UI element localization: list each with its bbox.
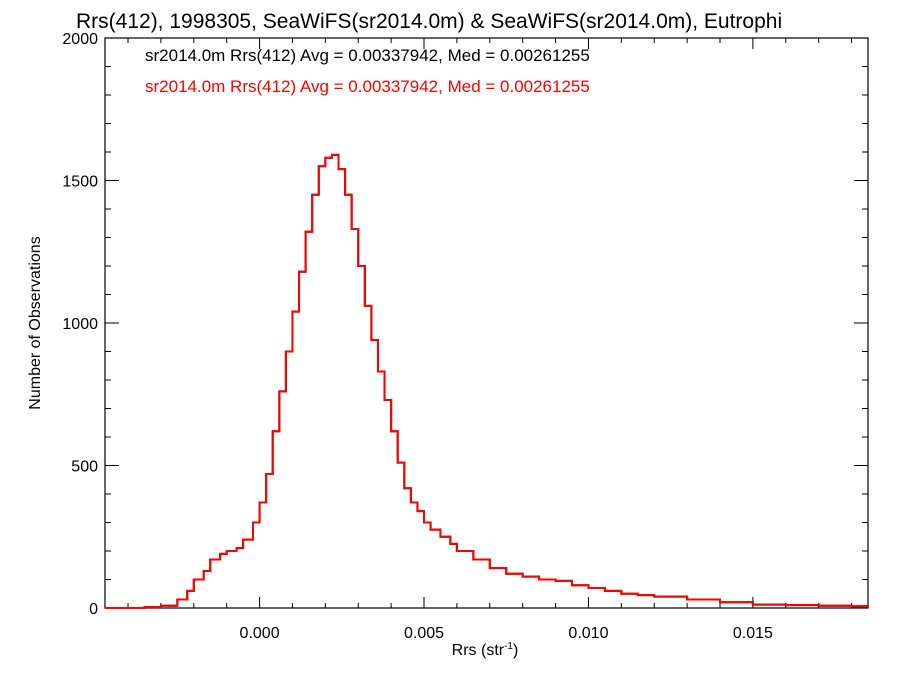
x-tick-label: 0.015 [733,625,773,642]
y-tick-label: 500 [71,459,98,476]
x-axis-label: Rrs (str-1) [452,641,519,659]
x-tick-label: 0.005 [404,625,444,642]
annotation-black: sr2014.0m Rrs(412) Avg = 0.00337942, Med… [145,46,590,65]
y-tick-label: 1500 [62,174,98,191]
annotation-red: sr2014.0m Rrs(412) Avg = 0.00337942, Med… [145,77,590,96]
x-axis-label-close: ) [513,642,518,659]
y-axis-label: Number of Observations [27,236,44,409]
x-tick-label: 0.000 [240,625,280,642]
y-tick-label: 0 [89,601,98,618]
x-tick-label: 0.010 [568,625,608,642]
axis-ticks: 0.000 0.005 0.010 0.015 0 500 1000 1500 2000 [62,31,868,642]
series-line-black [105,153,869,609]
series-layer [105,153,869,609]
series-line-red [105,153,869,609]
y-tick-label: 2000 [62,31,98,48]
x-axis-label-sup: -1 [504,641,513,652]
y-tick-label: 1000 [62,316,98,333]
chart-title: Rrs(412), 1998305, SeaWiFS(sr2014.0m) & … [76,10,782,33]
plot-frame [104,37,869,609]
x-axis-label-main: Rrs (str [452,642,505,659]
